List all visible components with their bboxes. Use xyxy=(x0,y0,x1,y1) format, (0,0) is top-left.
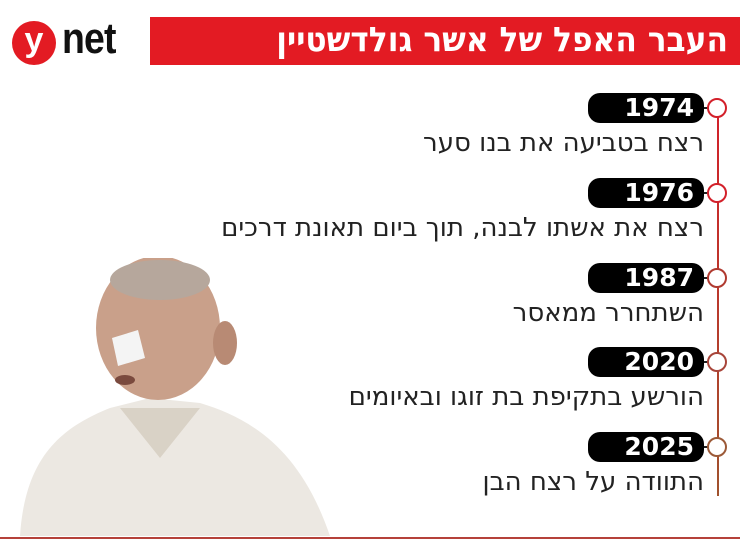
year-badge: 2020 xyxy=(588,347,704,377)
timeline-dot-icon xyxy=(707,183,727,203)
logo-badge: y xyxy=(12,21,56,65)
bottom-divider xyxy=(0,537,740,539)
event-text: רצח את אשתו לבנה, תוך ביום תאונת דרכים xyxy=(221,213,704,243)
connector xyxy=(702,192,709,194)
timeline-dot-icon xyxy=(707,352,727,372)
year-badge: 1976 xyxy=(588,178,704,208)
event-text: התוודה על רצח הבן xyxy=(482,467,704,497)
timeline-item: 1976 רצח את אשתו לבנה, תוך ביום תאונת דר… xyxy=(0,178,740,273)
timeline-item: 2020 הורשע בתקיפת בת זוגו ובאיומים xyxy=(0,347,740,442)
timeline-line xyxy=(717,108,719,496)
timeline-item: 2025 התוודה על רצח הבן xyxy=(0,432,740,527)
year-badge: 1987 xyxy=(588,263,704,293)
year-badge: 1974 xyxy=(588,93,704,123)
year-badge: 2025 xyxy=(588,432,704,462)
timeline-dot-icon xyxy=(707,268,727,288)
connector xyxy=(702,361,709,363)
event-text: הורשע בתקיפת בת זוגו ובאיומים xyxy=(348,382,704,412)
timeline-item: 1974 רצח בטביעה את בנו סער xyxy=(0,93,740,188)
logo-text: net xyxy=(62,14,116,63)
page-title: העבר האפל של אשר גולדשטיין xyxy=(276,20,728,60)
portrait-photo xyxy=(0,258,340,536)
timeline-dot-icon xyxy=(707,437,727,457)
connector xyxy=(702,446,709,448)
timeline-dot-icon xyxy=(707,98,727,118)
timeline-item: 1987 השתחרר ממאסר xyxy=(0,263,740,358)
connector xyxy=(702,277,709,279)
event-text: רצח בטביעה את בנו סער xyxy=(423,128,704,158)
ynet-logo: y net xyxy=(10,14,145,66)
connector xyxy=(702,107,709,109)
title-bar: העבר האפל של אשר גולדשטיין xyxy=(150,17,740,65)
event-text: השתחרר ממאסר xyxy=(512,298,704,328)
